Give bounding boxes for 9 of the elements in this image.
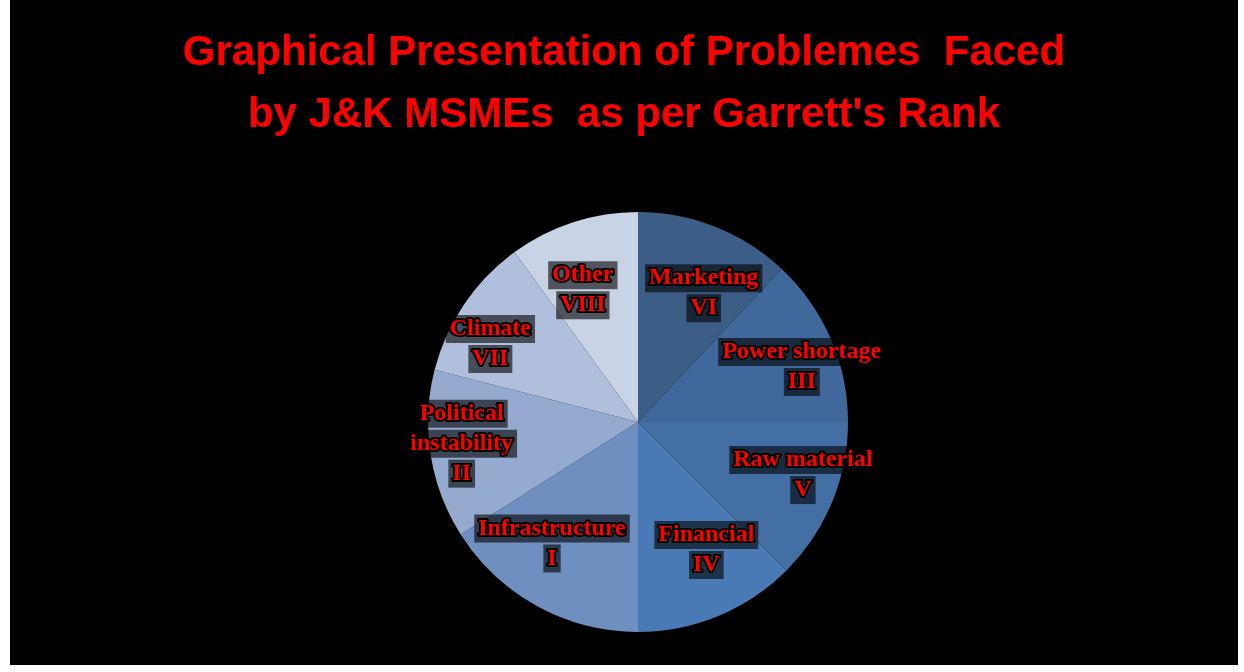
slice-label: Other VIII bbox=[552, 260, 614, 317]
chart-title: Graphical Presentation of Problemes Faced by J&K MSMEs as per Garrett's Rank bbox=[181, 26, 1067, 138]
slice-label: Political instability II bbox=[410, 398, 514, 485]
slice-label: Climate VII bbox=[449, 314, 532, 371]
slice-label: Raw material V bbox=[733, 445, 873, 502]
slice-label: Power shortage III bbox=[722, 337, 882, 394]
slice-label: Marketing VI bbox=[649, 263, 759, 320]
slice-label: Financial IV bbox=[658, 520, 755, 577]
slice-label: Infrastructure I bbox=[478, 513, 627, 570]
